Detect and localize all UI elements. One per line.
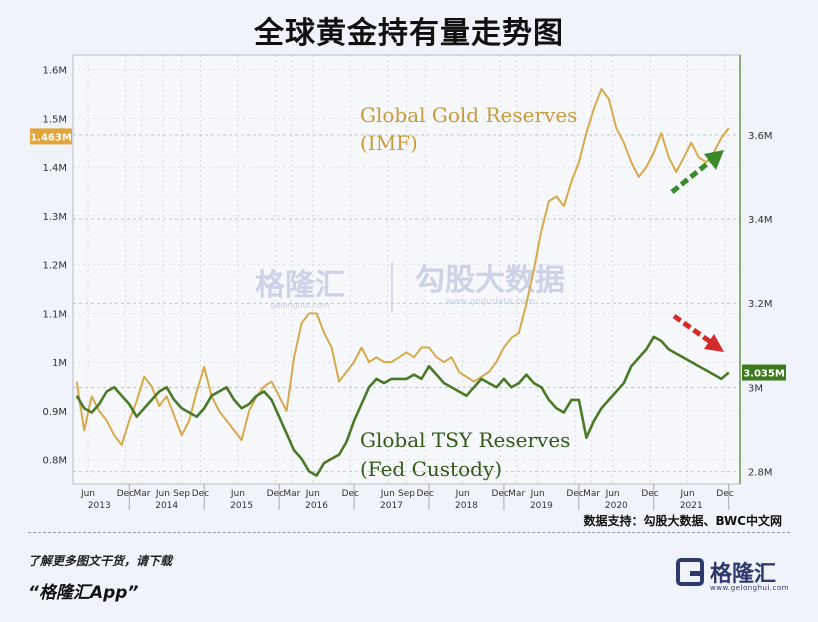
- watermark-left-sub: gelonghui.com: [270, 301, 329, 310]
- x-tick-label-month: Dec: [641, 489, 658, 499]
- x-tick-label-month: Jun: [230, 489, 245, 499]
- logo-url: www.gelonghui.com: [710, 584, 790, 592]
- y-tick-label-right: 3.4M: [748, 215, 773, 226]
- last-value-label-tsy: 3.035M: [743, 369, 785, 380]
- series-label-tsy-2: (Fed Custody): [360, 457, 502, 481]
- x-tick-label-month: Jun: [455, 489, 470, 499]
- promo-line-1: 了解更多图文干货，请下载: [28, 554, 173, 568]
- x-tick-label-month: Mar: [133, 489, 150, 499]
- x-tick-label-year: 2017: [380, 501, 403, 511]
- y-tick-label-right: 3.2M: [748, 299, 773, 310]
- series-line-gold: [75, 88, 730, 446]
- series-line-tsy: [75, 335, 730, 477]
- series-label-gold-2: (IMF): [360, 131, 418, 155]
- x-tick-label-month: Jun: [530, 489, 545, 499]
- x-tick-label-month: Jun: [605, 489, 620, 499]
- x-tick-label-month: Jun: [680, 489, 695, 499]
- y-tick-label-left: 1.2M: [42, 261, 67, 272]
- last-value-badge-tsy: [742, 364, 786, 381]
- x-tick-label-month: Jun: [155, 489, 170, 499]
- x-tick-label-month: Jun: [305, 489, 320, 499]
- y-tick-label-right: 3M: [748, 383, 763, 394]
- x-tick-label-year: 2018: [455, 501, 478, 511]
- watermark-right-sub: www.gogudata.com: [445, 297, 534, 307]
- x-tick-label-year: 2021: [680, 501, 703, 511]
- y-tick-label-right: 3.6M: [748, 131, 773, 142]
- x-tick-label-month: Mar: [583, 489, 600, 499]
- series-label-tsy-1: Global TSY Reserves: [360, 428, 570, 452]
- x-tick-label-year: 2019: [530, 501, 553, 511]
- trend-arrowhead-up: [704, 150, 724, 170]
- brand-logo: 格隆汇 www.gelonghui.com: [676, 554, 790, 594]
- x-tick-label-month: Dec: [267, 489, 284, 499]
- logo-g-icon: [676, 558, 704, 586]
- y-tick-label-left: 0.9M: [42, 407, 67, 418]
- x-tick-label-month: Sep: [398, 489, 415, 499]
- x-tick-label-year: 2014: [155, 501, 178, 511]
- x-tick-label-month: Dec: [566, 489, 583, 499]
- x-tick-label-year: 2013: [88, 501, 111, 511]
- x-tick-label-month: Dec: [716, 489, 733, 499]
- x-tick-label-month: Dec: [342, 489, 359, 499]
- x-tick-label-month: Sep: [173, 489, 190, 499]
- separator: [28, 532, 790, 533]
- trend-arrow-down: [672, 313, 714, 346]
- x-tick-label-month: Dec: [417, 489, 434, 499]
- x-tick-label-month: Jun: [80, 489, 95, 499]
- x-tick-label-month: Jun: [380, 489, 395, 499]
- y-tick-label-right: 2.8M: [748, 467, 773, 478]
- watermark-right: 勾股大数据: [415, 263, 565, 298]
- last-value-badge-gold: [30, 128, 72, 145]
- data-source: 数据支持：勾股大数据、BWC中文网: [583, 514, 782, 528]
- series-label-gold-1: Global Gold Reserves: [360, 103, 577, 127]
- x-tick-label-month: Dec: [192, 489, 209, 499]
- y-tick-label-left: 1.4M: [42, 163, 67, 174]
- x-tick-label-month: Mar: [508, 489, 525, 499]
- y-tick-label-left: 1M: [52, 358, 67, 369]
- x-tick-label-year: 2015: [230, 501, 253, 511]
- x-tick-label-month: Dec: [491, 489, 508, 499]
- trend-arrow-up: [670, 158, 714, 194]
- y-tick-label-left: 1.5M: [42, 114, 67, 125]
- page-title: 全球黄金持有量走势图: [254, 16, 564, 51]
- y-tick-label-left: 1.3M: [42, 212, 67, 223]
- x-tick-label-month: Mar: [283, 489, 300, 499]
- y-tick-label-left: 1.1M: [42, 309, 67, 320]
- trend-arrowhead-down: [704, 334, 724, 352]
- promo-line-2: “格隆汇App”: [28, 583, 139, 603]
- y-tick-label-left: 1.6M: [42, 66, 67, 77]
- logo-name: 格隆汇: [710, 562, 777, 587]
- watermark-left: 格隆汇: [255, 268, 345, 303]
- y-tick-label-left: 0.8M: [42, 456, 67, 467]
- x-tick-label-year: 2016: [305, 501, 328, 511]
- x-tick-label-year: 2020: [605, 501, 628, 511]
- x-tick-label-month: Dec: [117, 489, 134, 499]
- last-value-label-gold: 1.463M: [30, 132, 72, 143]
